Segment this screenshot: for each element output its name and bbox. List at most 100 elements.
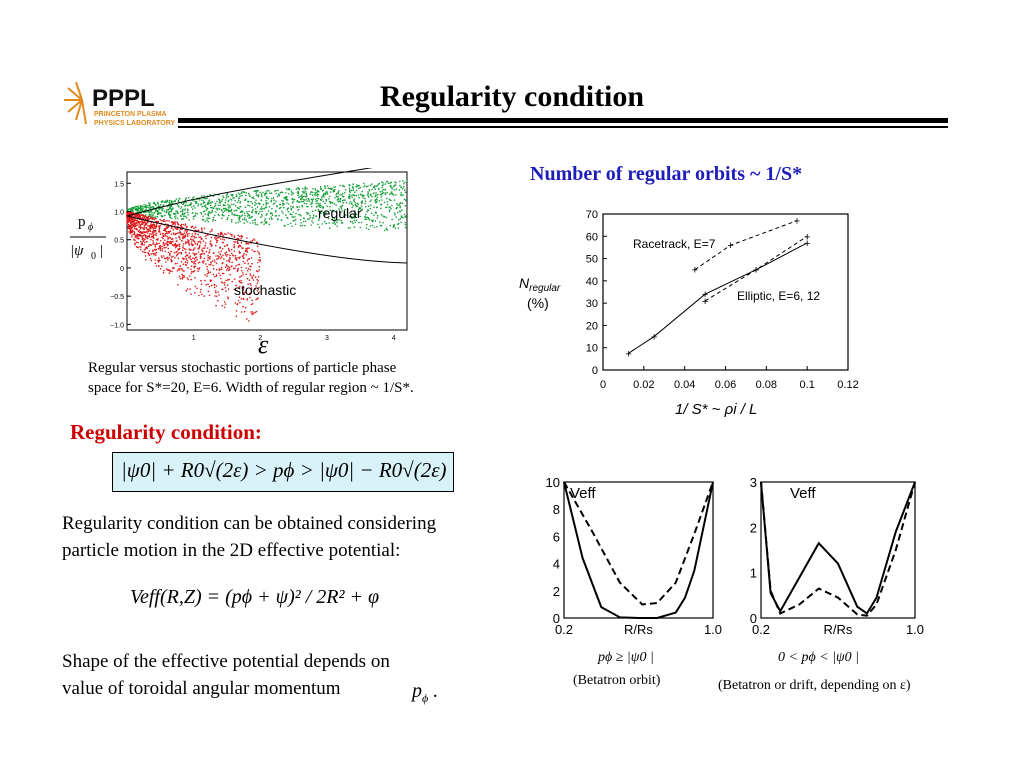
stochastic-point [224, 245, 226, 248]
stochastic-point [188, 232, 190, 235]
regular-point [255, 212, 257, 214]
regular-point [249, 216, 252, 219]
stochastic-point [147, 218, 149, 221]
stochastic-point [230, 248, 233, 251]
stochastic-point [152, 250, 154, 252]
regular-point [254, 201, 256, 204]
stochastic-point [222, 282, 224, 284]
stochastic-point [157, 261, 160, 263]
regular-point [291, 202, 294, 204]
regular-point [164, 201, 167, 203]
stochastic-point [199, 242, 202, 244]
regular-point [351, 194, 353, 196]
stochastic-point [242, 274, 244, 276]
regular-point [341, 194, 343, 196]
chart1-x-tick-label: 0.06 [715, 379, 736, 391]
stochastic-point [192, 252, 194, 254]
regular-point [342, 201, 345, 204]
stochastic-point [245, 267, 247, 269]
stochastic-point [220, 256, 223, 258]
stochastic-point [149, 230, 152, 233]
regular-point [328, 198, 330, 200]
regular-point [311, 194, 314, 196]
regular-point [278, 193, 280, 196]
stochastic-point [258, 286, 260, 289]
regular-point [382, 221, 384, 224]
stochastic-point [207, 254, 209, 257]
regular-point [325, 210, 328, 212]
stochastic-point [233, 243, 235, 246]
stochastic-point [233, 246, 235, 249]
regular-point [180, 218, 183, 220]
stochastic-point [144, 218, 147, 220]
regular-point [352, 193, 355, 196]
regular-point [376, 206, 379, 209]
regular-point [260, 213, 263, 216]
stochastic-point [244, 306, 247, 309]
stochastic-point [177, 257, 180, 260]
stochastic-point [170, 242, 173, 245]
regular-point [156, 212, 159, 215]
stochastic-point [127, 211, 130, 214]
regular-point [137, 211, 139, 213]
stochastic-point [184, 261, 187, 263]
stochastic-point [186, 233, 189, 236]
regular-point [311, 202, 314, 204]
stochastic-point [243, 310, 246, 313]
stochastic-point [167, 259, 169, 261]
stochastic-point [242, 254, 245, 256]
stochastic-point [194, 260, 197, 262]
stochastic-point [176, 232, 178, 235]
stochastic-point [129, 232, 132, 235]
stochastic-point [258, 269, 260, 271]
regular-point [200, 203, 202, 205]
regular-point [326, 193, 329, 195]
regular-point [319, 186, 322, 188]
regular-point [336, 219, 339, 221]
stochastic-point [243, 252, 245, 255]
data-point-marker: + [692, 265, 698, 277]
regular-point [335, 196, 338, 198]
regular-point [265, 199, 267, 202]
regular-point [336, 192, 338, 195]
stochastic-point [159, 268, 162, 270]
regular-point [399, 206, 401, 209]
regular-point [390, 186, 393, 189]
regular-point [301, 204, 304, 207]
stochastic-point [172, 255, 174, 258]
regular-point [355, 213, 358, 216]
stochastic-point [128, 227, 130, 229]
stochastic-point [217, 257, 219, 260]
data-point-marker: + [753, 265, 759, 277]
regular-point [326, 185, 329, 187]
stochastic-point [162, 255, 165, 257]
stochastic-point [151, 217, 153, 219]
stochastic-point [130, 221, 132, 223]
stochastic-point [143, 234, 146, 236]
regular-point [230, 208, 233, 211]
veff-y-tick-label: 8 [553, 502, 560, 517]
stochastic-point [180, 253, 183, 255]
regular-point [353, 213, 355, 216]
stochastic-point [250, 287, 253, 289]
regular-point [396, 202, 398, 205]
stochastic-point [207, 259, 209, 261]
regular-point [184, 208, 186, 210]
regular-point [350, 189, 353, 192]
regular-point [216, 200, 218, 203]
regular-point [353, 219, 356, 222]
regular-point [285, 195, 288, 198]
regular-point [203, 201, 206, 204]
stochastic-point [150, 238, 152, 241]
regular-point [366, 194, 369, 196]
regular-point [378, 182, 381, 185]
stochastic-point [181, 269, 184, 271]
stochastic-point [226, 253, 229, 256]
stochastic-point [182, 270, 185, 272]
regular-point [306, 213, 309, 215]
regular-point [352, 188, 354, 190]
regular-point [301, 206, 304, 208]
regular-point [287, 223, 289, 226]
stochastic-point [166, 235, 168, 238]
